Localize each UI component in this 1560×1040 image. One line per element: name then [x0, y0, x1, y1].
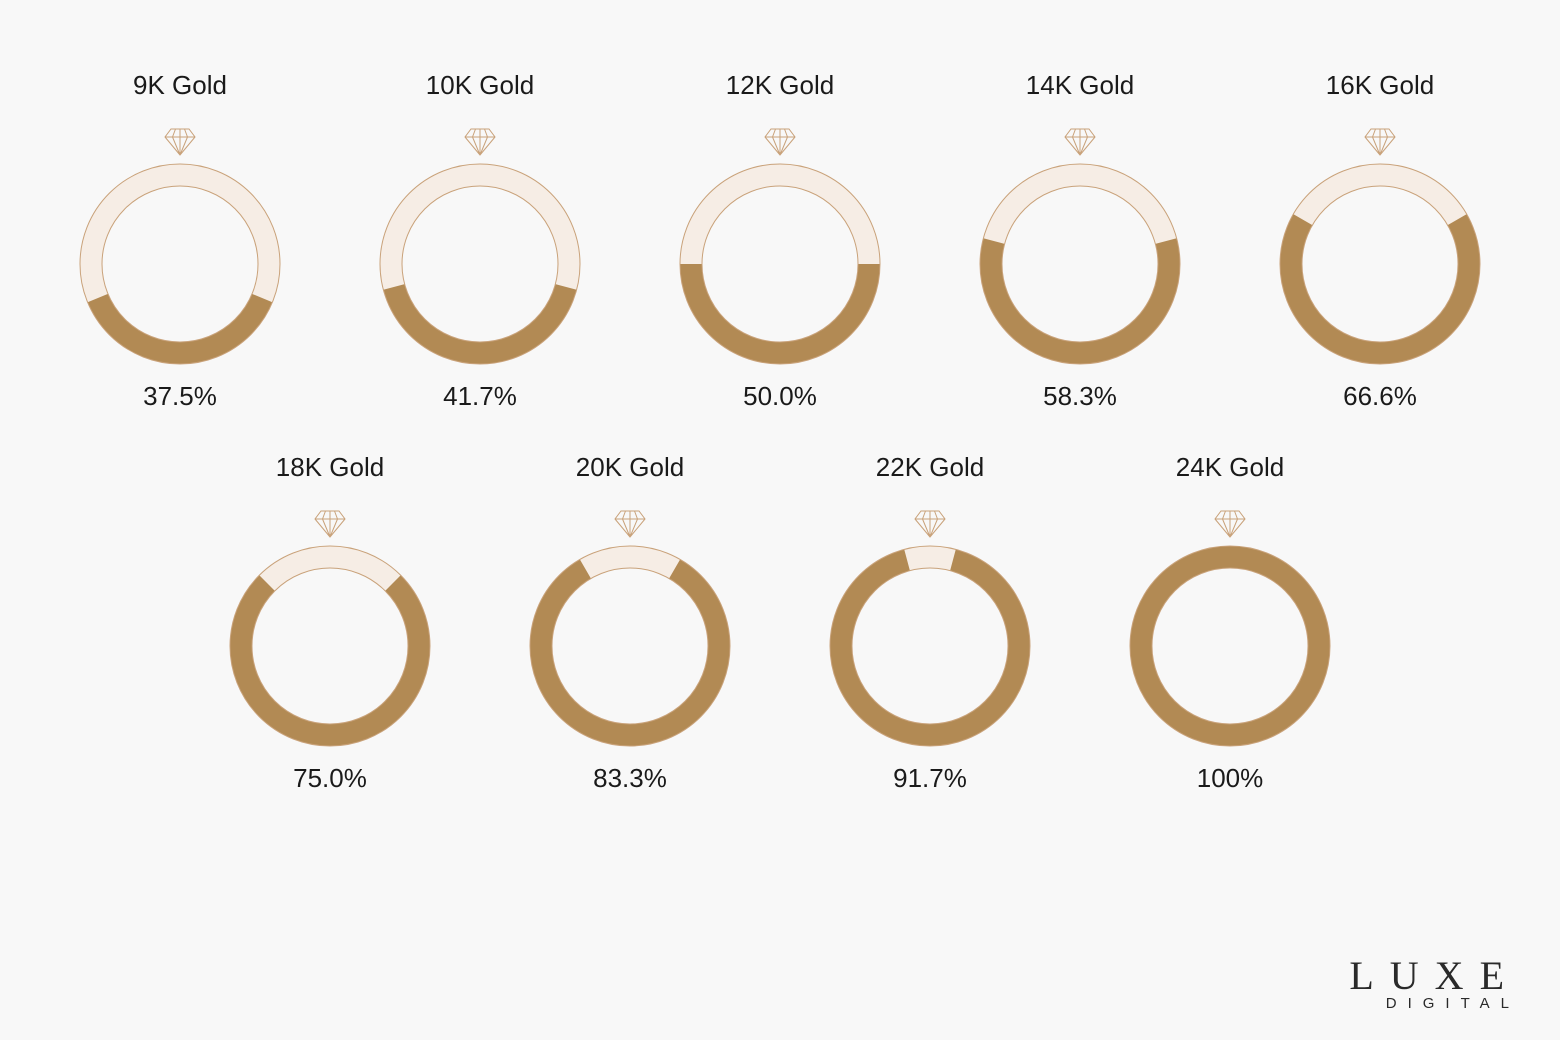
karat-label: 9K Gold: [133, 70, 227, 101]
percent-label: 66.6%: [1343, 381, 1417, 412]
ring-item: 10K Gold 41.7%: [360, 70, 600, 412]
karat-label: 20K Gold: [576, 452, 684, 483]
ring-item: 20K Gold 83.3%: [510, 452, 750, 794]
karat-label: 18K Gold: [276, 452, 384, 483]
karat-label: 16K Gold: [1326, 70, 1434, 101]
karat-label: 22K Gold: [876, 452, 984, 483]
ring-icon: [70, 119, 290, 369]
ring-icon: [520, 501, 740, 751]
percent-label: 83.3%: [593, 763, 667, 794]
percent-label: 50.0%: [743, 381, 817, 412]
ring-icon: [370, 119, 590, 369]
ring-icon: [1270, 119, 1490, 369]
ring-icon: [670, 119, 890, 369]
ring-item: 12K Gold 50.0%: [660, 70, 900, 412]
ring-row: 18K Gold 75.0% 20K Gold: [0, 452, 1560, 794]
percent-label: 75.0%: [293, 763, 367, 794]
ring-item: 9K Gold 37.5%: [60, 70, 300, 412]
ring-icon: [220, 501, 440, 751]
ring-item: 14K Gold 58.3%: [960, 70, 1200, 412]
ring-item: 24K Gold 100%: [1110, 452, 1350, 794]
percent-label: 100%: [1197, 763, 1264, 794]
karat-label: 24K Gold: [1176, 452, 1284, 483]
brand-logo: LUXE DIGITAL: [1349, 952, 1520, 1012]
ring-grid: 9K Gold 37.5% 10K Gold: [0, 0, 1560, 794]
percent-label: 37.5%: [143, 381, 217, 412]
brand-main: LUXE: [1349, 952, 1520, 999]
ring-icon: [1120, 501, 1340, 751]
ring-icon: [820, 501, 1040, 751]
ring-item: 18K Gold 75.0%: [210, 452, 450, 794]
percent-label: 91.7%: [893, 763, 967, 794]
percent-label: 58.3%: [1043, 381, 1117, 412]
ring-icon: [970, 119, 1190, 369]
ring-item: 22K Gold 91.7%: [810, 452, 1050, 794]
karat-label: 12K Gold: [726, 70, 834, 101]
karat-label: 10K Gold: [426, 70, 534, 101]
ring-row: 9K Gold 37.5% 10K Gold: [0, 70, 1560, 412]
ring-item: 16K Gold 66.6%: [1260, 70, 1500, 412]
karat-label: 14K Gold: [1026, 70, 1134, 101]
percent-label: 41.7%: [443, 381, 517, 412]
